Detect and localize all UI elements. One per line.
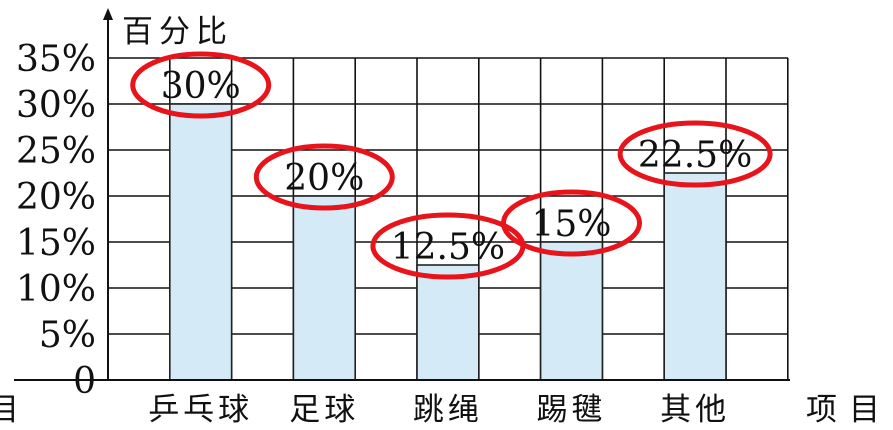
bar bbox=[539, 241, 604, 381]
y-tick-label: 10% bbox=[16, 269, 96, 310]
data-labels: 30% 20% 12.5% 15% 22.5% bbox=[161, 66, 753, 268]
data-label: 20% bbox=[284, 158, 364, 199]
highlight-ellipse bbox=[617, 120, 773, 188]
highlight-ellipses bbox=[130, 51, 773, 280]
x-category-labels: 乒乓球 足球 跳绳 踢毽 其他 bbox=[148, 392, 730, 428]
y-tick-label: 30% bbox=[16, 85, 96, 126]
y-axis-title: 百分比 bbox=[122, 14, 233, 50]
x-category-label: 足球 bbox=[289, 392, 359, 428]
highlight-ellipse bbox=[501, 189, 642, 257]
bars bbox=[169, 103, 727, 381]
x-axis-title: 项目 bbox=[806, 392, 892, 428]
x-category-label: 跳绳 bbox=[413, 392, 483, 428]
data-label: 15% bbox=[531, 204, 611, 245]
data-label: 30% bbox=[161, 66, 241, 107]
data-label: 12.5% bbox=[391, 227, 505, 268]
bar bbox=[416, 264, 480, 381]
x-category-label: 其他 bbox=[660, 392, 730, 428]
bar bbox=[663, 172, 727, 381]
bar bbox=[292, 195, 356, 381]
y-tick-label: 5% bbox=[39, 315, 96, 356]
y-tick-label: 15% bbox=[16, 223, 96, 264]
y-tick-label: 20% bbox=[16, 177, 96, 218]
y-tick-label: 0 bbox=[73, 361, 96, 402]
data-label: 22.5% bbox=[638, 135, 752, 176]
y-tick-labels: 0 5% 10% 15% 20% 25% 30% 35% bbox=[16, 39, 96, 402]
x-category-label: 踢毽 bbox=[537, 392, 607, 428]
y-axis-arrow-icon bbox=[103, 8, 113, 20]
margin-note-text: 目 bbox=[0, 392, 19, 428]
highlight-ellipse bbox=[253, 143, 395, 211]
y-tick-label: 35% bbox=[16, 39, 96, 80]
x-category-label: 乒乓球 bbox=[148, 392, 253, 428]
axes: 百分比 项目 目 bbox=[0, 8, 892, 428]
y-tick-label: 25% bbox=[16, 131, 96, 172]
bar bbox=[169, 103, 233, 381]
highlight-ellipse bbox=[130, 51, 272, 119]
